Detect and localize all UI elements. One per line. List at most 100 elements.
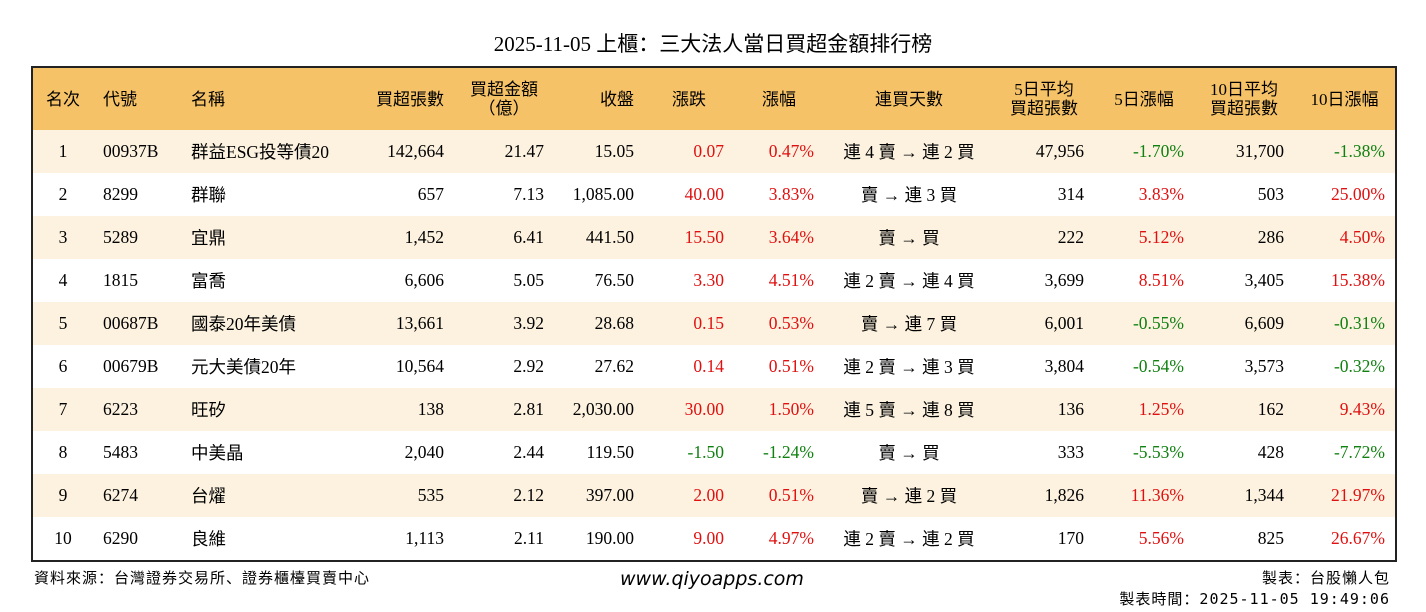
table-cell: 170 (1057, 528, 1084, 548)
maker-note: 製表：台股懶人包 (1261, 571, 1390, 587)
table-cell: 0.14 (693, 356, 724, 376)
table-cell: 9.43% (1294, 388, 1396, 431)
table-cell: 連 2 賣 → 連 4 買 (843, 271, 975, 291)
table-cell: -1.50 (687, 442, 724, 462)
table-cell: 1.50% (734, 388, 824, 431)
table-cell: 47,956 (994, 130, 1094, 173)
header-text: 漲幅 (762, 89, 796, 109)
table-cell: 3.64% (734, 216, 824, 259)
table-cell: 5289 (93, 216, 181, 259)
table-cell: 6.41 (454, 216, 554, 259)
table-cell: 旺矽 (181, 388, 356, 431)
table-cell: 9.00 (693, 528, 724, 548)
table-row: 10 6290 良維 1,113 2.11 190.00 9.00 4.97% 連 2 賣 → … (32, 517, 1396, 561)
table-cell: 00937B (93, 130, 181, 173)
table-cell: 3.30 (693, 270, 724, 290)
table-cell: 4.50% (1294, 216, 1396, 259)
header-text: 買超張數 (1010, 99, 1078, 118)
table-cell: 13,661 (356, 302, 454, 345)
table-row: 9 6274 台燿 535 2.12 397.00 2.00 0.51% 賣 → 連 2 買 1,… (32, 474, 1396, 517)
table-cell: 1,085.00 (572, 184, 634, 204)
website: www.qiyoapps.com (620, 568, 804, 590)
table-cell: 元大美債20年 (191, 357, 296, 377)
header-text: 收盤 (600, 89, 634, 109)
table-row: 7 6223 旺矽 138 2.81 2,030.00 30.00 1.50% 連 5 賣 → … (32, 388, 1396, 431)
table-cell: 3,405 (1244, 270, 1284, 290)
table-cell: -7.72% (1333, 442, 1385, 462)
table-cell: 1,344 (1194, 474, 1294, 517)
header-cell: 收盤 (554, 67, 644, 130)
table-cell: 1,452 (356, 216, 454, 259)
table-cell: -5.53% (1132, 442, 1184, 462)
table-cell: 7 (32, 388, 93, 431)
table-cell: 群聯 (191, 185, 226, 205)
table-cell: 441.50 (554, 216, 644, 259)
table-cell: 6290 (103, 528, 138, 548)
table-cell: 5.12% (1094, 216, 1194, 259)
table-cell: 138 (356, 388, 454, 431)
table-cell: -0.54% (1132, 356, 1184, 376)
table-cell: 1815 (103, 270, 138, 290)
header-cell: 5日漲幅 (1094, 67, 1194, 130)
table-cell: 0.47% (734, 130, 824, 173)
table-cell: 2,040 (404, 442, 444, 462)
table-cell: 0.07 (644, 130, 734, 173)
table-cell: 0.53% (734, 302, 824, 345)
table-cell: -0.55% (1094, 302, 1194, 345)
table-cell: 0.51% (768, 356, 814, 376)
table-cell: 5.05 (513, 270, 544, 290)
table-cell: 00679B (103, 356, 159, 376)
table-cell: 宜鼎 (181, 216, 356, 259)
table-cell: 25.00% (1331, 184, 1385, 204)
header-text: 連買天數 (875, 89, 943, 109)
table-cell: 162 (1194, 388, 1294, 431)
header-text: 10日平均 (1210, 80, 1278, 99)
table-cell: 2.12 (454, 474, 554, 517)
table-cell: 190.00 (585, 528, 634, 548)
table-cell: 6274 (93, 474, 181, 517)
table-cell: 4 (58, 270, 68, 290)
table-cell: 397.00 (554, 474, 644, 517)
table-cell: -1.70% (1094, 130, 1194, 173)
table-cell: 10,564 (395, 356, 444, 376)
table-cell: 1,826 (994, 474, 1094, 517)
table-cell: 富喬 (191, 271, 226, 291)
table-cell: 2.00 (644, 474, 734, 517)
table-cell: 8.51% (1138, 270, 1184, 290)
table-cell: 連 2 賣 → 連 2 買 (843, 529, 975, 549)
table-cell: 5483 (103, 442, 138, 462)
table-cell: 3,699 (1044, 270, 1084, 290)
table-cell: 21.47 (454, 130, 554, 173)
table-cell: 26.67% (1331, 528, 1385, 548)
table-cell: 657 (417, 184, 444, 204)
table-cell: 台燿 (181, 474, 356, 517)
header-text: 10日漲幅 (1310, 89, 1379, 109)
table-cell: 2,030.00 (554, 388, 644, 431)
table-cell: 00687B (93, 302, 181, 345)
table-cell: -1.38% (1294, 130, 1396, 173)
table-cell: 15.05 (554, 130, 644, 173)
table-cell: -1.24% (762, 442, 814, 462)
table-cell: 3 (32, 216, 93, 259)
table-cell: 2.92 (513, 356, 544, 376)
table-cell: 5 (32, 302, 93, 345)
table-cell: 4.97% (768, 528, 814, 548)
header-text: 買超張數 (1210, 99, 1278, 118)
table-body: 1 00937B 群益ESG投等債20 142,664 21.47 15.05 0.07 0.… (32, 130, 1396, 561)
header-text: 買超金額 (470, 80, 538, 99)
table-cell: 40.00 (684, 184, 724, 204)
table-cell: 連 2 賣 → 連 3 買 (843, 357, 975, 377)
table-cell: 6,606 (404, 270, 444, 290)
table-row: 5 00687B 國泰20年美債 13,661 3.92 28.68 0.15 0.53% 賣 … (32, 302, 1396, 345)
table-cell: 良維 (191, 529, 226, 549)
table-row: 8 5483 中美晶 2,040 2.44 119.50 -1.50 -1.24% 賣 → 買 3… (32, 431, 1396, 474)
table-cell: 3,804 (1044, 356, 1084, 376)
table-cell: 10 (54, 528, 72, 548)
table-cell: 2.44 (513, 442, 544, 462)
table-cell: 6223 (93, 388, 181, 431)
table-cell: 4.51% (768, 270, 814, 290)
table-cell: 連 5 賣 → 連 8 買 (824, 388, 994, 431)
header-text: 5日漲幅 (1114, 89, 1174, 109)
table-cell: 136 (994, 388, 1094, 431)
